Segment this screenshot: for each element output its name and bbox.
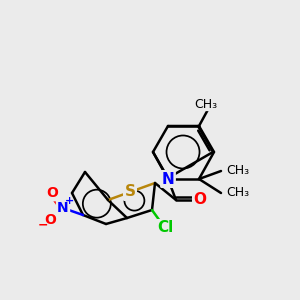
Text: Cl: Cl <box>157 220 173 236</box>
Text: O: O <box>44 213 56 227</box>
Text: O: O <box>46 186 58 200</box>
Text: CH₃: CH₃ <box>226 187 249 200</box>
Text: N: N <box>57 201 69 215</box>
Text: CH₃: CH₃ <box>226 164 249 178</box>
Text: S: S <box>124 184 136 200</box>
Text: CH₃: CH₃ <box>194 98 218 110</box>
Text: +: + <box>65 196 75 206</box>
Text: N: N <box>162 172 174 187</box>
Text: −: − <box>38 218 48 232</box>
Text: O: O <box>194 193 206 208</box>
